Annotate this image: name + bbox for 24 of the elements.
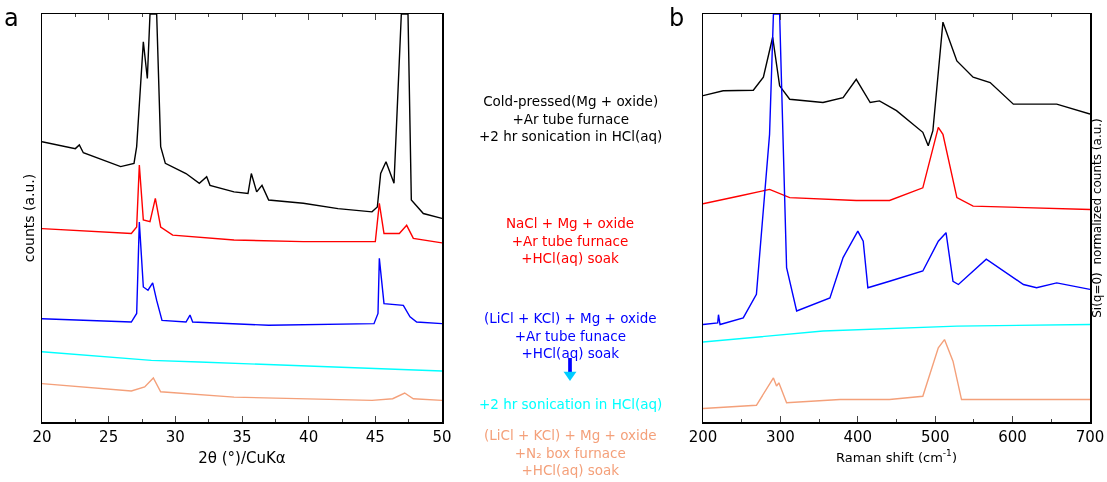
- x-tick-label: 25: [99, 427, 119, 446]
- x-tick-label: 300: [766, 427, 795, 446]
- x-tick-label: 700: [1075, 427, 1105, 446]
- x-tick-label: 35: [232, 427, 252, 446]
- x-axis-title: 2θ (°)/CuKα: [198, 449, 286, 468]
- x-tick-label: 45: [365, 427, 385, 446]
- x-tick-label: 200: [688, 427, 718, 446]
- x-tick-label: 600: [998, 427, 1027, 446]
- text: (LiCl + KCl) + Mg + oxide +Ar tube funace +HCl(aq) soak: [484, 310, 657, 362]
- x-tick-label: 500: [920, 427, 950, 446]
- x-axis-title: Raman shift (cm$^{-1}$): [836, 448, 957, 465]
- x-tick-label: 30: [165, 427, 185, 446]
- text: NaCl + Mg + oxide +Ar tube furnace +HCl(aq) soak: [506, 215, 635, 267]
- text: (LiCl + KCl) + Mg + oxide +N₂ box furnace +HCl(aq) soak: [484, 427, 657, 479]
- x-tick-label: 40: [299, 427, 319, 446]
- text: Cold-pressed(Mg + oxide) +Ar tube furnace +2 hr sonication in HCl(aq): [479, 93, 663, 145]
- y-axis-title: counts (a.u.): [21, 173, 38, 263]
- text: b: [669, 4, 685, 32]
- x-tick-label: 400: [843, 427, 873, 446]
- y-axis-title: Si(q=0) normalized counts (a.u.): [1090, 118, 1105, 318]
- x-tick-label: 20: [32, 427, 52, 446]
- text: a: [4, 4, 19, 32]
- text: +2 hr sonication in HCl(aq): [479, 396, 663, 412]
- x-tick-label: 50: [432, 427, 452, 446]
